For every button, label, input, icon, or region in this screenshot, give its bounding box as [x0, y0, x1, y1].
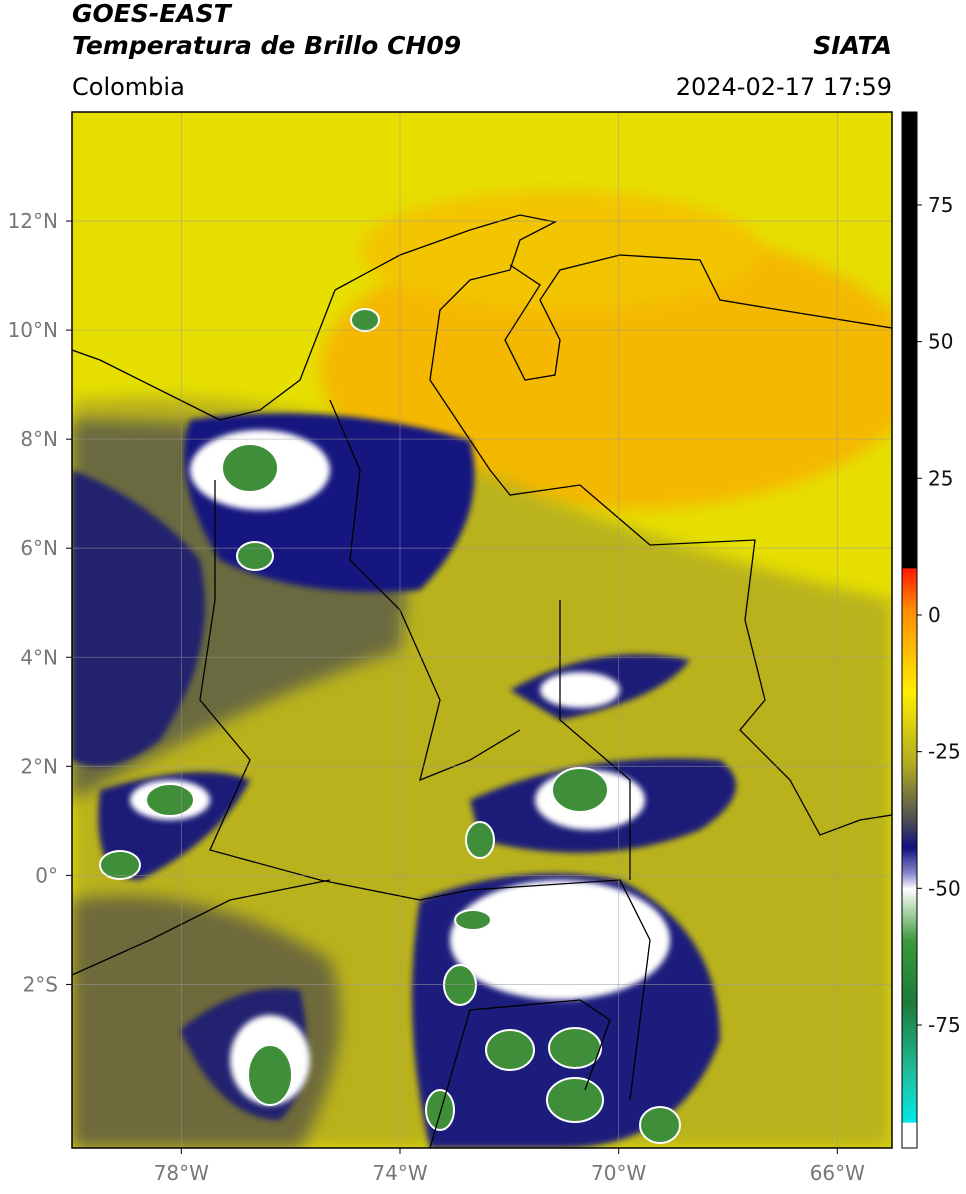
x-tick-label: 74°W: [372, 1161, 427, 1185]
x-tick-label: 78°W: [154, 1161, 209, 1185]
grid: [72, 112, 892, 1148]
colorbar-tick-label: -75: [928, 1013, 961, 1037]
colorbar-tick-label: 0: [928, 603, 941, 627]
map-frame: [71, 111, 893, 1149]
colorbar-ticks: -75 -50 -25 0 25 50 75: [917, 193, 961, 1037]
y-tick-label: 10°N: [8, 318, 58, 342]
y-tick-label: 2°N: [20, 754, 58, 778]
title: GOES-EAST: [72, 0, 233, 28]
colorbar-tick-label: 75: [928, 193, 953, 217]
colorbar-tick-label: -25: [928, 740, 961, 764]
y-tick-label: 0°: [35, 863, 58, 887]
y-tick-label: 6°N: [20, 536, 58, 560]
x-tick-label: 70°W: [591, 1161, 646, 1185]
y-tick-label: 12°N: [8, 209, 58, 233]
satellite-imagery: [72, 112, 892, 1148]
axes: 78°W 74°W 70°W 66°W 12°N 10°N 8°N 6°N 4°N 2°N 0° 2°…: [8, 209, 866, 1185]
datetime: 2024-02-17 17:59: [676, 73, 892, 101]
colorbar: [901, 111, 918, 1149]
y-tick-label: 8°N: [20, 427, 58, 451]
colorbar-tick-label: -50: [928, 876, 961, 900]
colorbar-tick-label: 25: [928, 466, 953, 490]
borders: [72, 214, 892, 1148]
colorbar-tick-label: 50: [928, 330, 953, 354]
source: SIATA: [813, 31, 892, 60]
y-tick-label: 2°S: [23, 972, 58, 996]
subtitle: Temperatura de Brillo CH09: [72, 31, 461, 60]
y-tick-label: 4°N: [20, 645, 58, 669]
x-tick-label: 66°W: [810, 1161, 865, 1185]
region: Colombia: [72, 73, 185, 101]
